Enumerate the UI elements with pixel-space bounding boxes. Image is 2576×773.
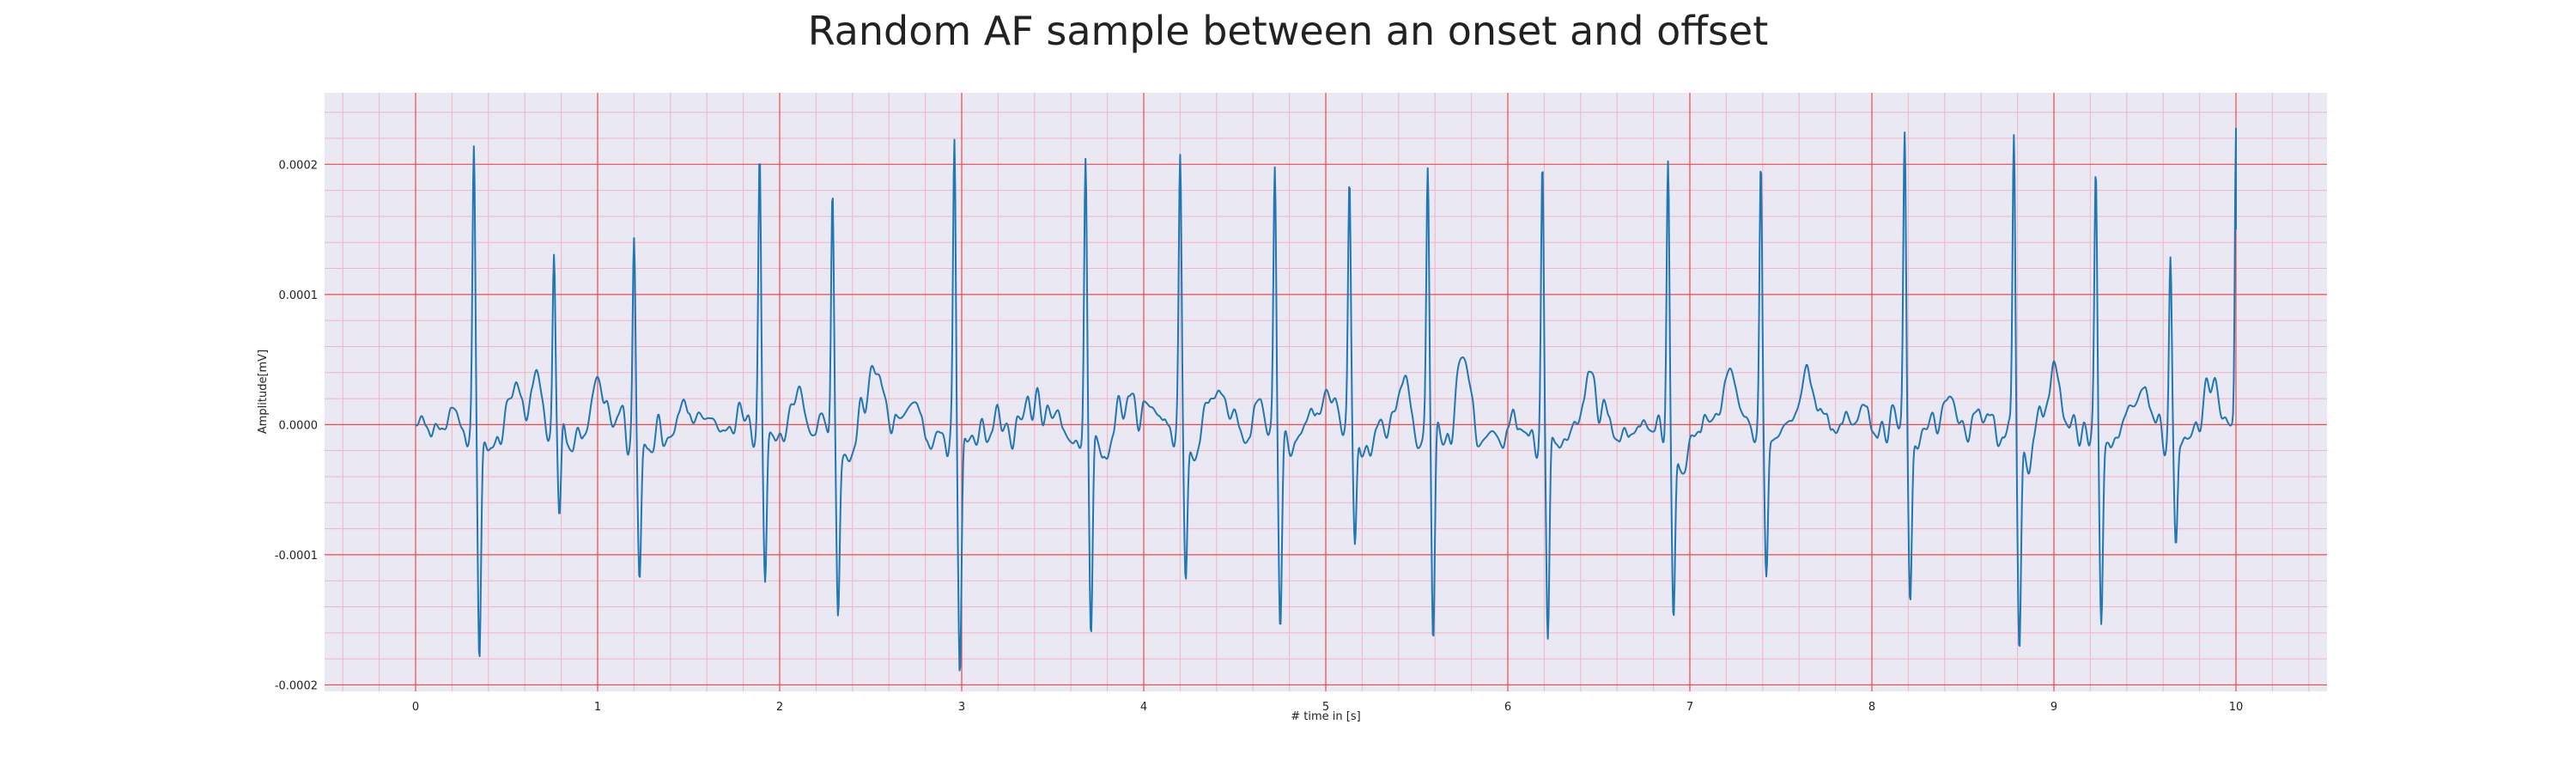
y-tick-label: 0.0001: [279, 289, 319, 302]
y-tick-labels: -0.0002 -0.0001 0.0000 0.0001 0.0002: [275, 159, 318, 692]
x-tick-label: 8: [1868, 701, 1875, 714]
x-tick-label: 9: [2050, 701, 2057, 714]
y-axis-label: Amplitude[mV]: [257, 350, 270, 434]
x-tick-label: 0: [412, 701, 419, 714]
y-tick-label: 0.0002: [279, 159, 319, 172]
x-tick-label: 2: [776, 701, 783, 714]
ecg-line: [415, 127, 2237, 672]
x-tick-label: 5: [1322, 701, 1329, 714]
chart-title: Random AF sample between an onset and of…: [808, 8, 1769, 54]
x-tick-labels: 0 1 2 3 4 5 6 7 8 9 10: [412, 701, 2243, 714]
x-tick-label: 10: [2229, 701, 2244, 714]
y-tick-label: -0.0001: [275, 550, 318, 563]
x-axis-label: # time in [s]: [1291, 710, 1360, 723]
y-tick-label: -0.0002: [275, 679, 318, 692]
x-tick-label: 3: [958, 701, 965, 714]
major-grid: [325, 93, 2327, 691]
y-tick-label: 0.0000: [279, 419, 319, 432]
x-tick-label: 1: [594, 701, 601, 714]
x-tick-label: 7: [1686, 701, 1693, 714]
x-tick-label: 4: [1140, 701, 1147, 714]
x-tick-label: 6: [1504, 701, 1511, 714]
ecg-series: [415, 127, 2237, 672]
